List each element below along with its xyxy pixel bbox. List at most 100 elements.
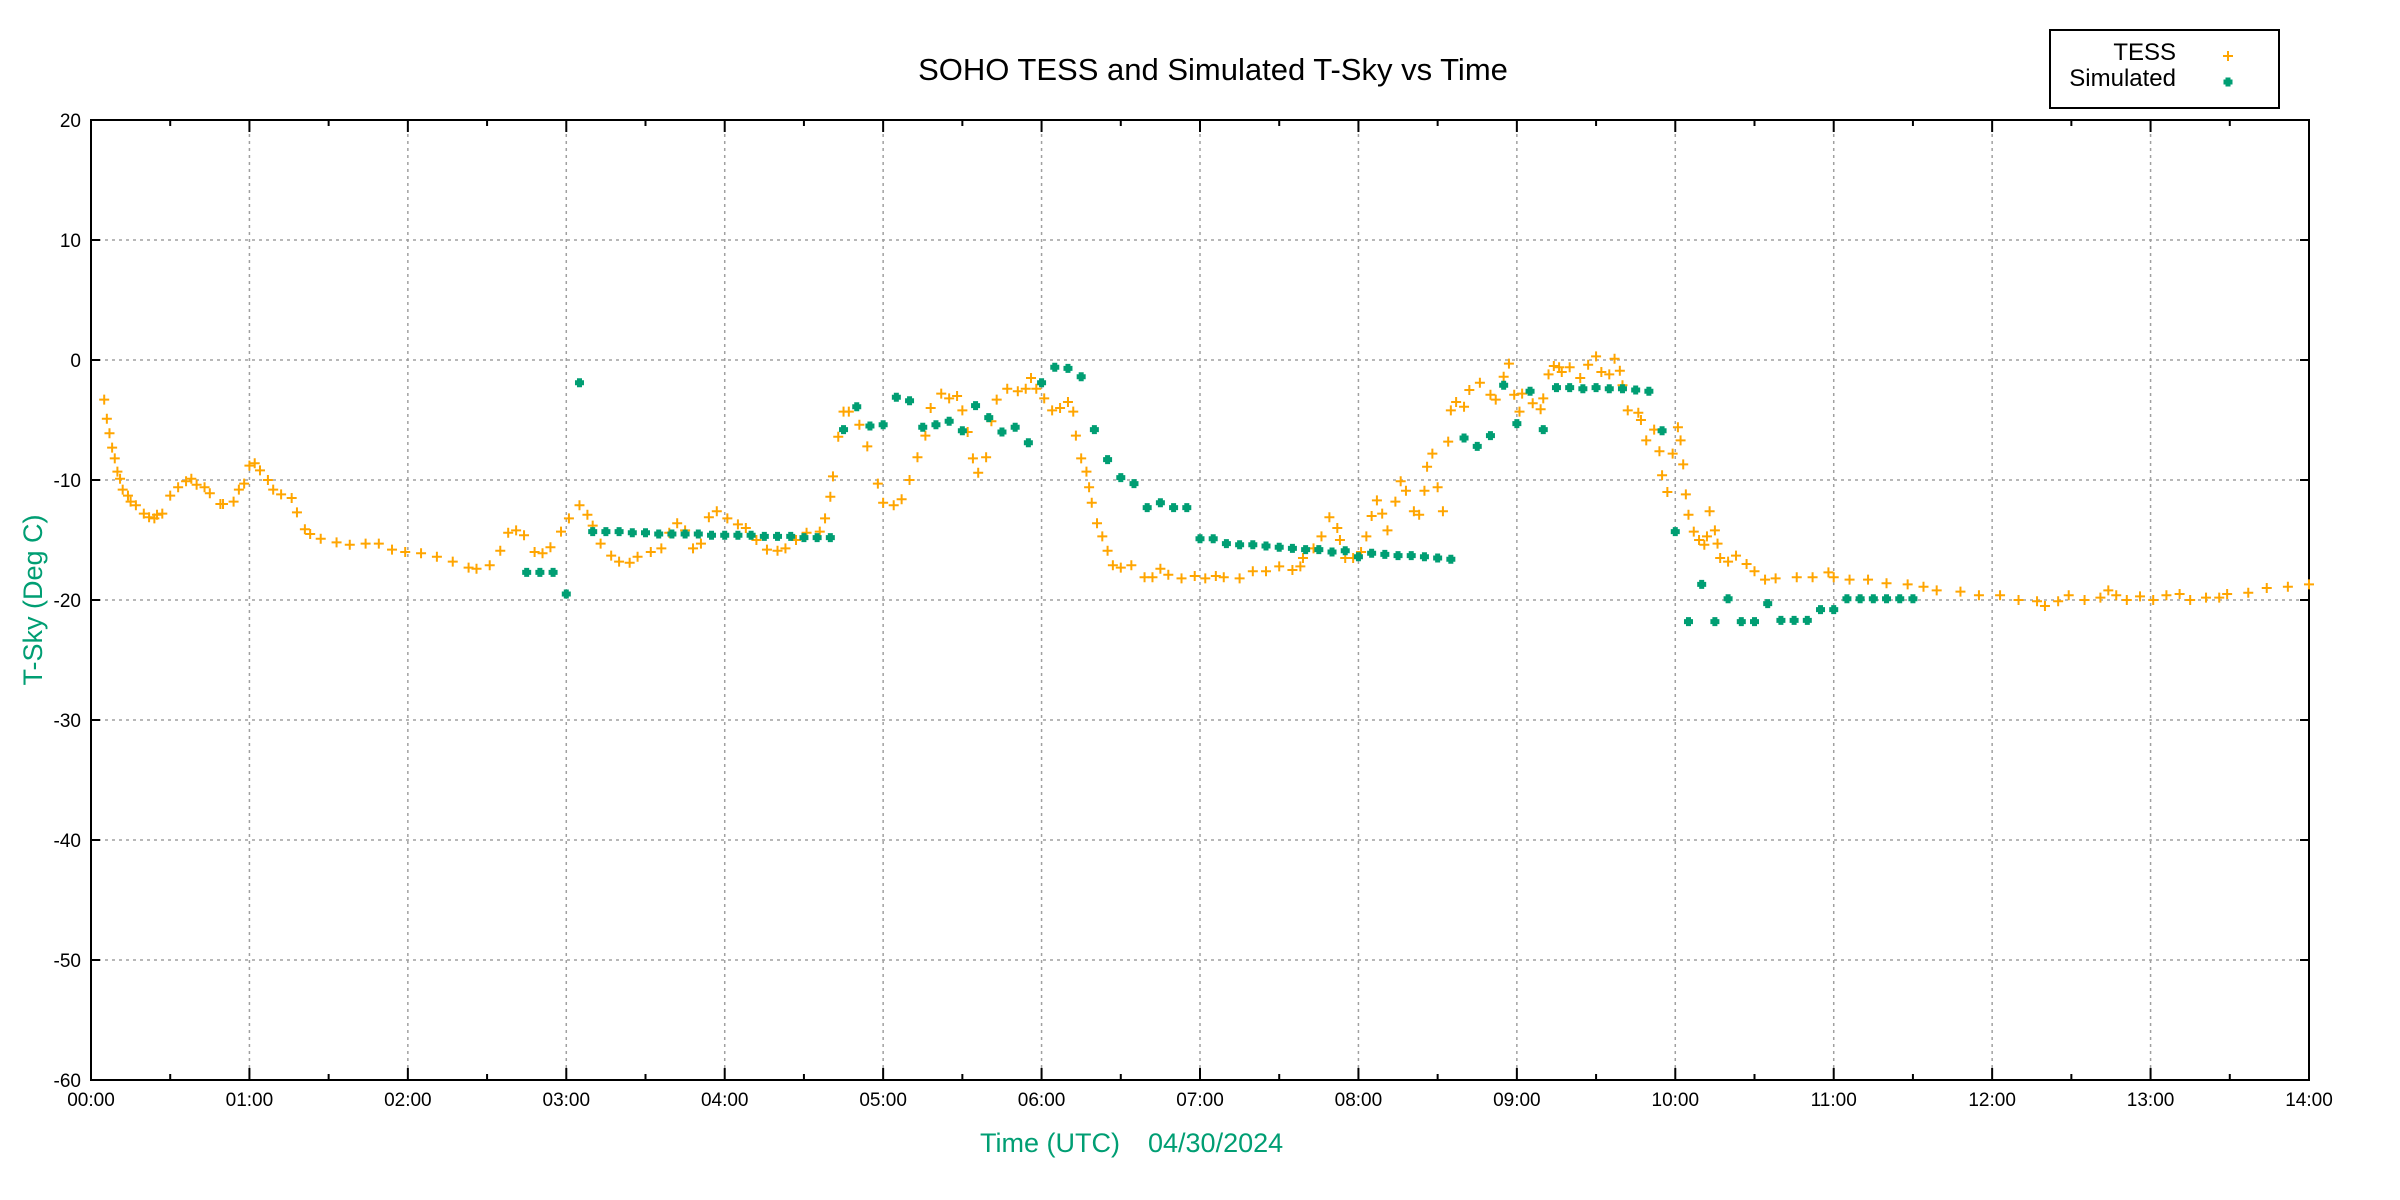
simulated-point [1538, 425, 1548, 435]
tess-point [595, 538, 606, 549]
simulated-point [588, 527, 598, 537]
tess-point [1062, 397, 1073, 407]
tess-point [1459, 401, 1470, 412]
tess-point [1591, 351, 1602, 362]
tess-point [1039, 393, 1050, 404]
simulated-point [1802, 615, 1812, 625]
x-tick-label: 14:00 [2285, 1090, 2333, 1111]
x-axis-date: 04/30/2024 [1148, 1128, 1283, 1158]
tess-point [563, 513, 574, 524]
simulated-point [522, 567, 532, 577]
tess-point [529, 547, 540, 557]
tess-point [1297, 553, 1308, 563]
x-tick-label: 01:00 [226, 1090, 274, 1111]
tess-point [740, 523, 751, 533]
tess-point [1498, 371, 1509, 382]
tess-point [1002, 383, 1013, 394]
legend-label-tess: TESS [2113, 39, 2176, 66]
simulated-point [1063, 363, 1073, 373]
tess-point [99, 394, 110, 405]
tess-point [732, 519, 743, 530]
tess-point [117, 484, 128, 495]
simulated-point [1816, 605, 1826, 615]
tess-point [1084, 482, 1095, 493]
simulated-point [1644, 386, 1654, 396]
tess-point [1485, 389, 1496, 400]
simulated-point [918, 422, 928, 432]
tess-point [1031, 383, 1042, 394]
tess-point [1155, 563, 1166, 574]
x-tick-label: 09:00 [1493, 1090, 1541, 1111]
tess-point [2161, 590, 2172, 601]
simulated-point [1882, 594, 1892, 604]
legend-marker-tess [2223, 51, 2233, 61]
tess-point [2261, 583, 2272, 593]
tess-point [1474, 377, 1485, 388]
grid [91, 120, 2309, 1080]
tess-point [1115, 562, 1126, 573]
tess-point [1361, 531, 1372, 542]
simulated-point [997, 427, 1007, 437]
tess-point [109, 453, 120, 464]
tess-point [511, 525, 522, 536]
tess-point [276, 489, 287, 500]
tess-point [1020, 383, 1031, 394]
tess-point [1295, 561, 1306, 572]
tess-point [181, 476, 192, 487]
tess-point [2063, 590, 2074, 601]
tess-point [1047, 405, 1058, 416]
tess-point [2304, 579, 2314, 590]
simulated-point [1617, 384, 1627, 394]
tess-point [495, 545, 506, 556]
tess-point [1076, 453, 1087, 464]
simulated-point [1393, 551, 1403, 561]
tess-point [125, 496, 136, 507]
simulated-point [1604, 384, 1614, 394]
y-tick-label: -50 [54, 951, 81, 972]
tess-point [944, 393, 955, 404]
x-tick-label: 11:00 [1811, 1090, 1857, 1111]
simulated-point [1551, 383, 1561, 393]
tess-point [1437, 506, 1448, 517]
simulated-point [786, 531, 796, 541]
tess-point [1147, 572, 1158, 583]
tess-point [1791, 572, 1802, 583]
tess-point [1633, 407, 1644, 418]
tess-point [833, 431, 844, 442]
tess-point [981, 452, 992, 463]
simulated-point [957, 426, 967, 436]
simulated-point [1023, 438, 1033, 448]
simulated-point [1868, 594, 1878, 604]
tess-point [1097, 531, 1108, 542]
x-axis-label: Time (UTC) [980, 1128, 1120, 1158]
tess-point [503, 527, 514, 538]
tess-point [862, 441, 873, 452]
simulated-point [812, 533, 822, 543]
tess-point [1210, 571, 1221, 581]
simulated-point [1182, 503, 1192, 513]
tess-point [1760, 574, 1771, 585]
tess-point [1543, 369, 1554, 380]
tess-point [2214, 592, 2225, 603]
legend-plus-marker [2223, 51, 2233, 61]
simulated-point [1459, 433, 1469, 443]
tess-point [1517, 388, 1528, 399]
simulated-point [733, 530, 743, 540]
tess-point [1844, 574, 1855, 585]
tess-point [1509, 389, 1520, 400]
simulated-point [1895, 594, 1905, 604]
simulated-point [1208, 534, 1218, 544]
tess-point [545, 542, 556, 553]
simulated-point [1089, 425, 1099, 435]
tess-point [291, 507, 302, 518]
tess-point [1176, 573, 1187, 584]
tess-point [463, 562, 474, 573]
series-tess [99, 351, 2314, 611]
tess-point [1366, 511, 1377, 521]
simulated-point [720, 530, 730, 540]
tess-point [1324, 512, 1335, 523]
tess-point [688, 543, 699, 554]
tess-point [2185, 595, 2196, 605]
tess-point [1432, 482, 1443, 493]
simulated-point [891, 392, 901, 402]
